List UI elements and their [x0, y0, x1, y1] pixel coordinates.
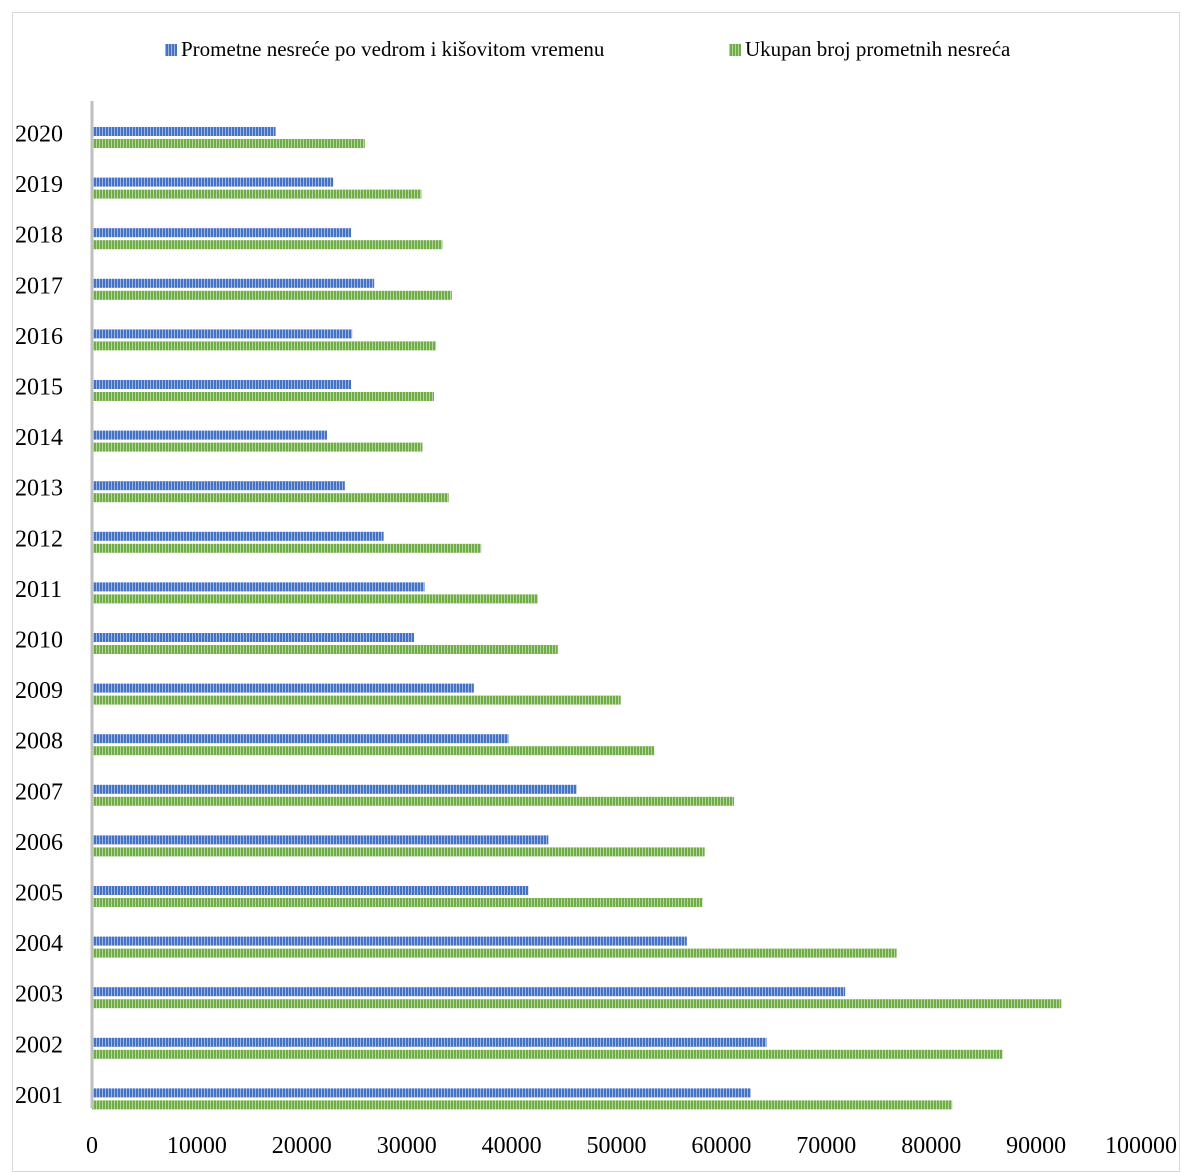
y-tick-label: 2009: [15, 678, 63, 704]
bar-vedrom-kisovitom-2007: [92, 784, 577, 794]
y-tick-label: 2017: [15, 273, 63, 299]
bar-vedrom-kisovitom-2015: [92, 380, 352, 389]
bar-ukupan-2020: [92, 139, 365, 148]
bar-vedrom-kisovitom-2008: [92, 734, 509, 744]
y-tick-label: 2019: [15, 172, 63, 198]
bar-vedrom-kisovitom-2013: [92, 481, 345, 491]
x-tick-label: 100000: [1105, 1133, 1177, 1159]
x-tick-label: 20000: [272, 1133, 332, 1159]
bar-ukupan-2017: [92, 290, 452, 300]
bar-vedrom-kisovitom-2020: [92, 127, 276, 136]
bar-vedrom-kisovitom-2016: [92, 329, 353, 339]
bar-ukupan-2011: [92, 594, 538, 604]
legend: Prometne nesreće po vedrom i kišovitom v…: [165, 37, 1011, 61]
y-tick-label: 2005: [15, 881, 63, 907]
bar-vedrom-kisovitom-2011: [92, 582, 425, 592]
y-axis-tick-labels: 2020 2019 2018 2017 2016 2015 2014 2013 2012 2011…: [15, 122, 63, 1109]
x-tick-label: 10000: [167, 1133, 227, 1159]
y-tick-label: 2001: [15, 1083, 63, 1109]
x-tick-label: 0: [86, 1133, 98, 1159]
bar-vedrom-kisovitom-2005: [92, 886, 529, 895]
y-tick-label: 2006: [15, 830, 63, 856]
x-tick-label: 60000: [691, 1133, 751, 1159]
y-tick-label: 2010: [15, 628, 63, 654]
bar-ukupan-2006: [92, 847, 705, 857]
y-tick-label: 2015: [15, 375, 63, 401]
bar-ukupan-2009: [92, 695, 621, 705]
y-tick-label: 2012: [15, 526, 63, 552]
bar-ukupan-2019: [92, 189, 422, 199]
legend-swatch-ukupan: [729, 44, 741, 56]
y-tick-label: 2011: [15, 577, 62, 603]
bar-ukupan-2005: [92, 898, 703, 907]
x-tick-label: 30000: [377, 1133, 437, 1159]
x-tick-label: 90000: [1006, 1133, 1066, 1159]
bar-ukupan-2014: [92, 442, 423, 452]
bar-vedrom-kisovitom-2003: [92, 987, 846, 997]
x-tick-label: 80000: [901, 1133, 961, 1159]
bar-vedrom-kisovitom-2012: [92, 531, 384, 541]
bar-vedrom-kisovitom-2004: [92, 936, 687, 946]
y-tick-label: 2002: [15, 1032, 63, 1058]
legend-swatch-vedrom-kisovitom: [165, 44, 177, 56]
bars-group: [92, 127, 1062, 1110]
bar-vedrom-kisovitom-2002: [92, 1037, 767, 1047]
y-tick-label: 2007: [15, 779, 63, 805]
bar-vedrom-kisovitom-2017: [92, 278, 375, 288]
legend-label-ukupan: Ukupan broj prometnih nesreća: [745, 37, 1011, 61]
bar-vedrom-kisovitom-2010: [92, 633, 415, 642]
y-tick-label: 2020: [15, 122, 63, 148]
y-tick-label: 2016: [15, 324, 63, 350]
bar-ukupan-2007: [92, 796, 734, 806]
y-tick-label: 2018: [15, 223, 63, 249]
bar-ukupan-2015: [92, 392, 434, 401]
x-tick-label: 70000: [796, 1133, 856, 1159]
legend-label-vedrom-kisovitom: Prometne nesreće po vedrom i kišovitom v…: [181, 37, 605, 61]
chart-frame: Prometne nesreće po vedrom i kišovitom v…: [12, 12, 1180, 1172]
bar-vedrom-kisovitom-2019: [92, 177, 334, 187]
bar-vedrom-kisovitom-2014: [92, 430, 327, 440]
bar-vedrom-kisovitom-2009: [92, 683, 474, 693]
bar-ukupan-2001: [92, 1100, 953, 1110]
bar-ukupan-2012: [92, 543, 482, 553]
x-tick-label: 40000: [482, 1133, 542, 1159]
x-tick-label: 50000: [587, 1133, 647, 1159]
horizontal-bar-chart: Prometne nesreće po vedrom i kišovitom v…: [15, 37, 1177, 1159]
bar-vedrom-kisovitom-2018: [92, 228, 352, 238]
bar-ukupan-2002: [92, 1049, 1003, 1059]
bar-ukupan-2008: [92, 746, 655, 756]
bar-ukupan-2004: [92, 948, 897, 958]
x-axis-tick-labels: 0 10000 20000 30000 40000 50000 60000 70000 8000…: [86, 1133, 1177, 1159]
bar-vedrom-kisovitom-2006: [92, 835, 549, 845]
bar-ukupan-2018: [92, 240, 443, 250]
y-tick-label: 2014: [15, 425, 63, 451]
y-tick-label: 2013: [15, 476, 63, 502]
bar-ukupan-2016: [92, 341, 437, 351]
bar-ukupan-2010: [92, 645, 558, 654]
y-tick-label: 2008: [15, 729, 63, 755]
bar-vedrom-kisovitom-2001: [92, 1088, 751, 1098]
y-tick-label: 2004: [15, 931, 63, 957]
y-tick-label: 2003: [15, 982, 63, 1008]
bar-ukupan-2013: [92, 493, 449, 503]
bar-ukupan-2003: [92, 999, 1062, 1009]
